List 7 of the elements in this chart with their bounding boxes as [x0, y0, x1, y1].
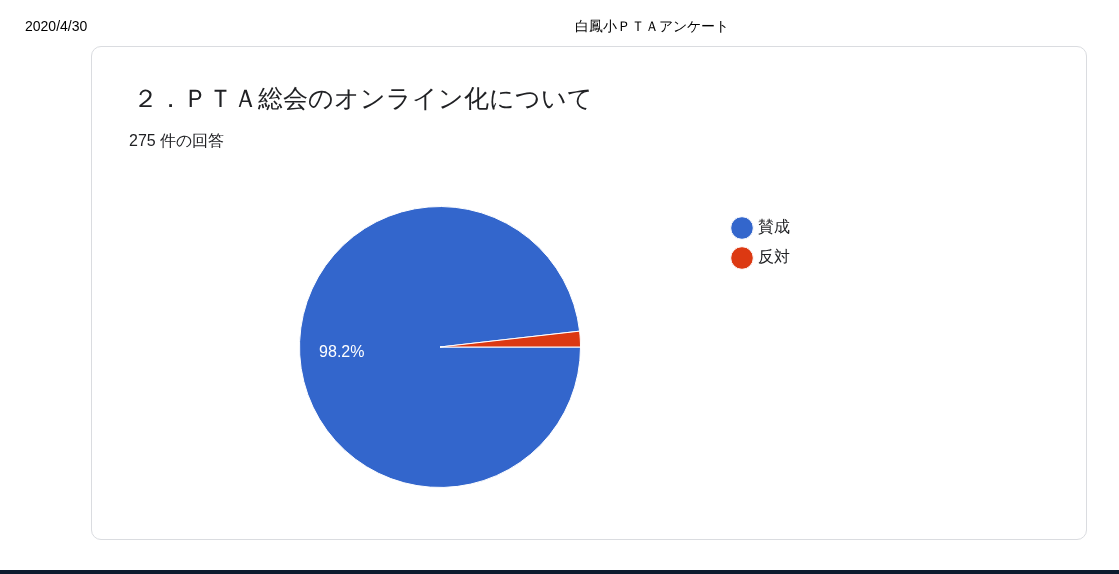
text: 白鳳小ＰＴＡアンケート: [575, 18, 729, 36]
legend-label: 反対: [758, 248, 790, 266]
legend-label: 賛成: [758, 218, 790, 236]
data-label: 98.2%: [319, 342, 365, 360]
chart-title: ２．ＰＴＡ総会のオンライン化について: [133, 83, 593, 114]
text: 2020/4/30: [25, 18, 88, 34]
chart-subtitle: 275 件の回答: [129, 131, 225, 151]
